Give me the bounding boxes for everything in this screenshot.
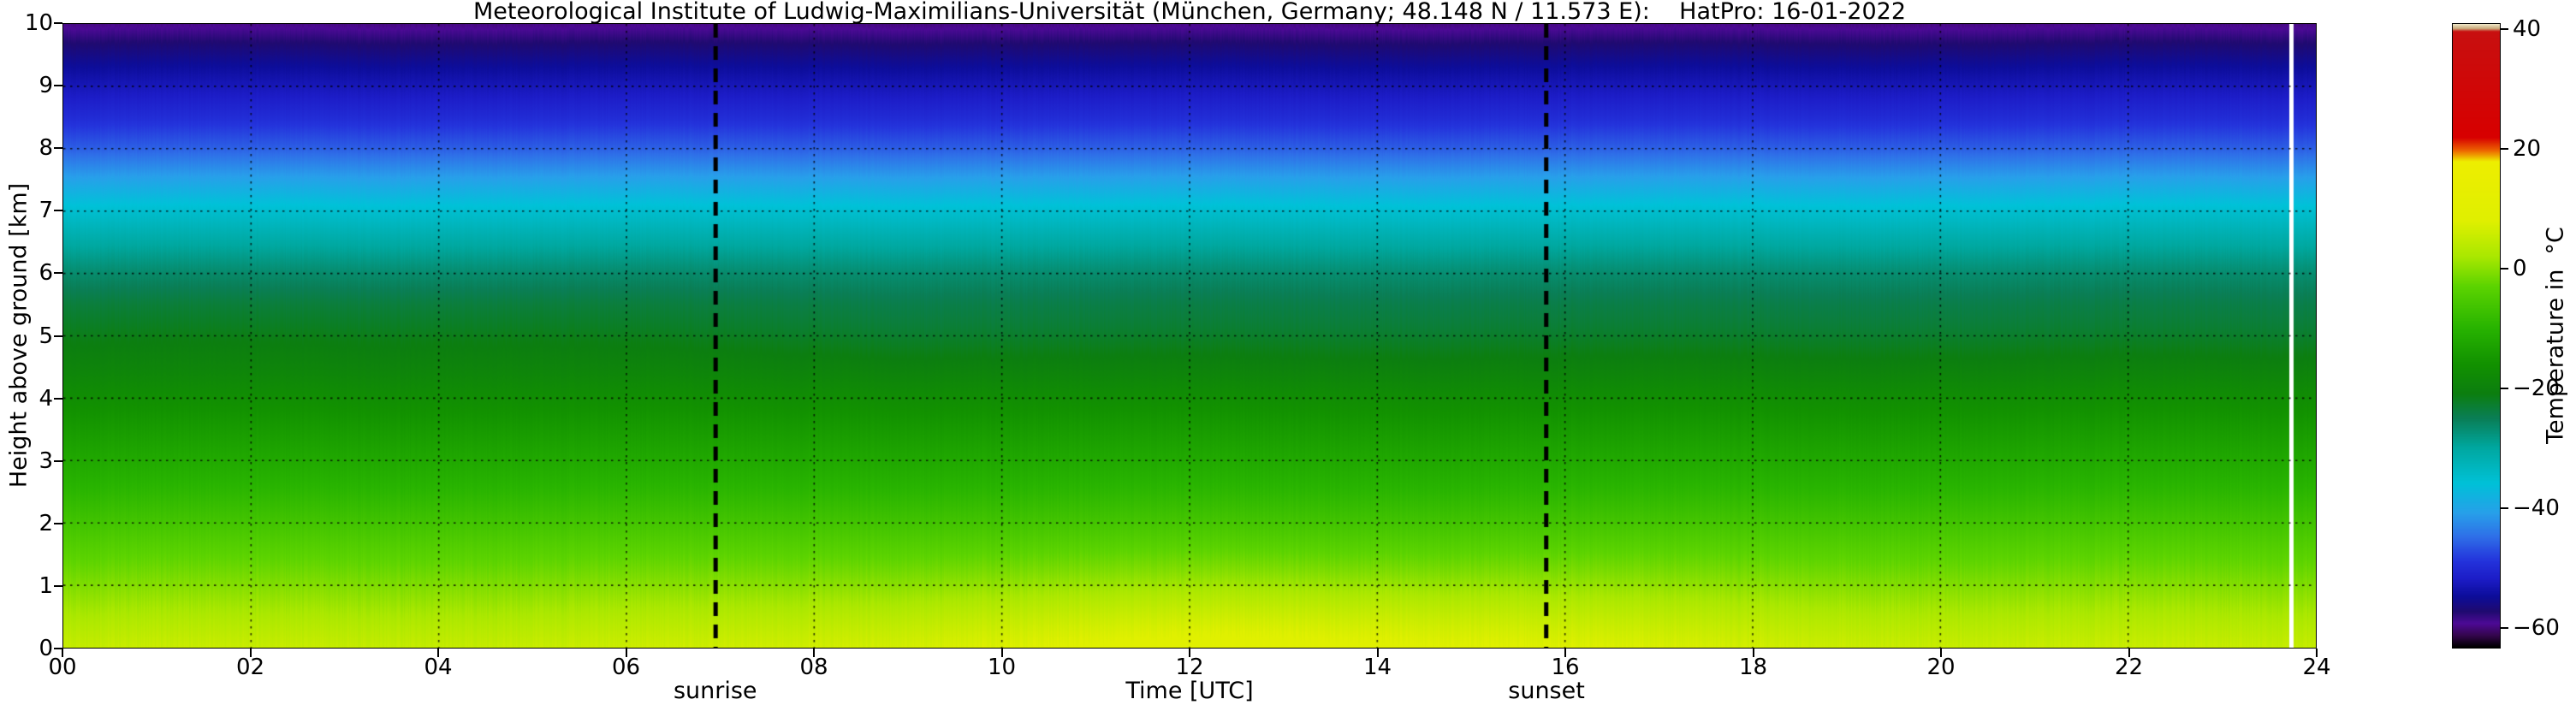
- x-tick-mark: [1376, 649, 1379, 657]
- y-tick-label: 0: [39, 636, 53, 661]
- y-tick-label: 7: [39, 198, 53, 224]
- colorbar-tick-label: −40: [2513, 495, 2560, 521]
- y-tick-mark: [54, 335, 62, 337]
- x-tick-label: 00: [48, 655, 77, 680]
- y-tick-label: 8: [39, 135, 53, 162]
- x-tick-mark: [1752, 649, 1754, 657]
- x-tick-mark: [813, 649, 815, 657]
- x-tick-mark: [1189, 649, 1190, 657]
- chart-title: Meteorological Institute of Ludwig-Maxim…: [472, 0, 1907, 25]
- y-tick-label: 2: [39, 510, 53, 536]
- y-tick-label: 5: [39, 323, 53, 349]
- y-tick-label: 9: [39, 73, 53, 99]
- x-tick-label: 10: [987, 655, 1017, 680]
- x-tick-mark: [249, 649, 252, 657]
- x-tick-label: 16: [1551, 655, 1580, 680]
- x-tick-label: 22: [2114, 655, 2144, 680]
- colorbar-gradient: [2453, 24, 2500, 648]
- y-tick-label: 10: [24, 10, 53, 36]
- x-tick-label: 06: [611, 655, 641, 680]
- colorbar-tick-label: −60: [2513, 614, 2560, 641]
- x-axis-title: Time [UTC]: [1125, 678, 1254, 704]
- x-tick-mark: [2316, 649, 2318, 657]
- x-tick-mark: [62, 649, 63, 657]
- x-tick-label: 20: [1926, 655, 1956, 680]
- y-tick-mark: [54, 648, 62, 649]
- y-tick-label: 4: [39, 385, 53, 412]
- y-tick-mark: [54, 272, 62, 275]
- colorbar-tick-label: −20: [2513, 375, 2560, 401]
- y-tick-mark: [54, 459, 62, 462]
- colorbar-tick-mark: [2501, 626, 2508, 629]
- temperature-heatmap: [63, 24, 2316, 648]
- y-tick-mark: [54, 85, 62, 87]
- y-tick-mark: [54, 397, 62, 400]
- colorbar-title: Temperature in °C: [2542, 227, 2569, 444]
- colorbar-tick-mark: [2501, 507, 2508, 509]
- colorbar-tick-mark: [2501, 387, 2508, 389]
- x-tick-mark: [1000, 649, 1003, 657]
- x-tick-mark: [1564, 649, 1566, 657]
- y-tick-label: 1: [39, 572, 53, 599]
- x-tick-label: 04: [424, 655, 453, 680]
- y-tick-mark: [54, 147, 62, 150]
- x-tick-mark: [437, 649, 439, 657]
- colorbar-tick-label: 0: [2513, 255, 2527, 281]
- x-tick-mark: [625, 649, 627, 657]
- colorbar-tick-mark: [2501, 267, 2508, 270]
- x-tick-label: 08: [799, 655, 828, 680]
- colorbar: [2452, 23, 2501, 649]
- plot-area: [62, 23, 2317, 649]
- x-tick-label: 18: [1738, 655, 1768, 680]
- x-tick-mark: [2128, 649, 2130, 657]
- x-tick-label: 02: [235, 655, 265, 680]
- sunrise-label: sunrise: [673, 678, 757, 704]
- colorbar-tick-label: 40: [2513, 15, 2542, 42]
- colorbar-tick-mark: [2501, 27, 2508, 30]
- y-tick-label: 3: [39, 447, 53, 474]
- x-tick-mark: [1940, 649, 1942, 657]
- x-tick-label: 14: [1362, 655, 1392, 680]
- colorbar-tick-label: 20: [2513, 135, 2542, 162]
- y-tick-label: 6: [39, 260, 53, 287]
- y-tick-mark: [54, 22, 62, 24]
- colorbar-tick-mark: [2501, 147, 2508, 150]
- y-tick-mark: [54, 522, 62, 524]
- y-tick-mark: [54, 210, 62, 212]
- x-tick-label: 24: [2302, 655, 2331, 680]
- sunset-label: sunset: [1508, 678, 1585, 704]
- y-tick-mark: [54, 584, 62, 587]
- x-tick-label: 12: [1175, 655, 1204, 680]
